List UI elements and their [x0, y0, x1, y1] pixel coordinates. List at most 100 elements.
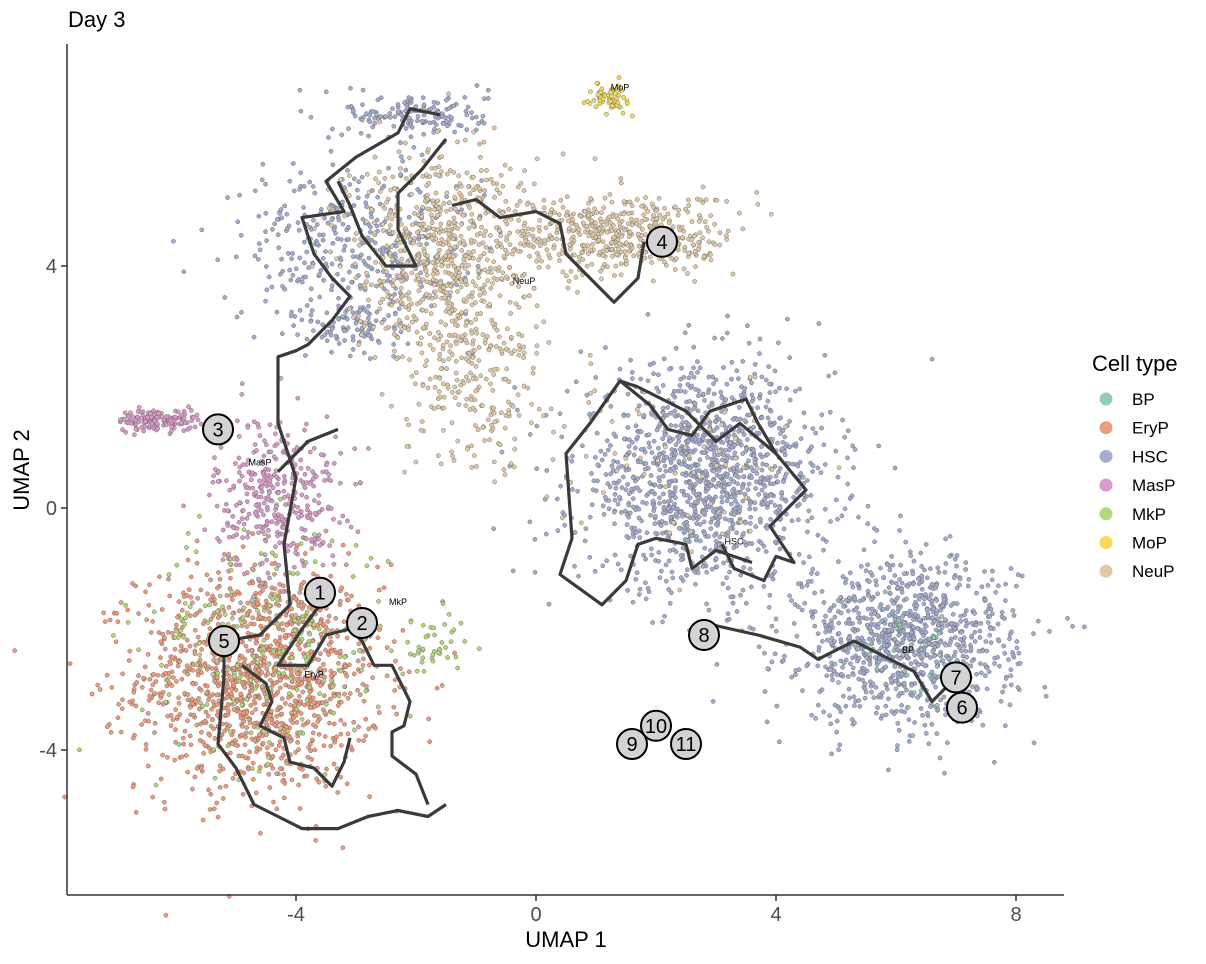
- cell-point: [122, 410, 128, 416]
- cell-point: [226, 667, 231, 672]
- cell-point: [673, 442, 679, 448]
- cell-point: [264, 666, 270, 672]
- cell-point: [339, 132, 345, 138]
- cell-point: [860, 678, 866, 683]
- cell-point: [259, 580, 265, 586]
- cell-point: [883, 681, 889, 687]
- cell-point: [698, 538, 703, 544]
- cell-point: [708, 446, 713, 452]
- cell-point: [291, 188, 297, 194]
- cell-point: [125, 607, 130, 613]
- cell-point: [143, 419, 148, 424]
- cell-point: [821, 619, 827, 624]
- cell-point: [765, 451, 770, 457]
- cell-point: [260, 161, 266, 167]
- cell-point: [713, 445, 719, 451]
- cell-point: [336, 295, 341, 301]
- cell-point: [340, 542, 346, 548]
- cell-point: [445, 123, 450, 129]
- cell-point: [711, 468, 717, 474]
- cell-point: [861, 666, 867, 672]
- cell-point: [250, 777, 256, 782]
- cell-point: [230, 741, 235, 747]
- cell-point: [957, 576, 963, 582]
- cell-point: [230, 611, 235, 616]
- cell-point: [615, 459, 621, 465]
- cell-point: [228, 593, 234, 598]
- cell-point: [261, 477, 267, 483]
- cell-point: [662, 463, 668, 469]
- cell-point: [778, 431, 783, 436]
- cell-point: [318, 620, 323, 626]
- cell-point: [923, 542, 929, 547]
- cell-point: [322, 710, 328, 716]
- cell-point: [717, 474, 723, 480]
- cell-point: [789, 674, 795, 680]
- cell-point: [321, 693, 327, 699]
- cell-point: [805, 529, 810, 535]
- cell-point: [862, 681, 868, 687]
- cell-point: [419, 659, 425, 665]
- cell-point: [152, 691, 158, 696]
- cell-point: [712, 452, 717, 458]
- cell-point: [682, 458, 687, 464]
- cell-point: [800, 688, 805, 694]
- cell-point: [942, 570, 948, 575]
- cell-point: [823, 462, 828, 467]
- cell-point: [527, 432, 533, 437]
- cell-point: [222, 295, 228, 300]
- cell-point: [245, 680, 251, 686]
- cell-point: [407, 713, 413, 719]
- cell-point: [212, 775, 218, 781]
- cell-point: [612, 521, 617, 527]
- cell-point: [760, 461, 766, 467]
- cell-point: [403, 167, 409, 173]
- cell-point: [306, 684, 312, 690]
- cell-point: [293, 612, 299, 618]
- cell-point: [375, 268, 381, 274]
- cell-point: [256, 732, 262, 738]
- cell-point: [249, 688, 255, 694]
- cell-point: [339, 585, 345, 591]
- cell-point: [200, 739, 206, 745]
- cell-point: [765, 475, 770, 481]
- cell-point: [363, 733, 368, 739]
- cell-point: [168, 723, 174, 728]
- cell-point: [241, 521, 247, 527]
- cell-point: [892, 573, 898, 578]
- cell-point: [431, 625, 437, 631]
- cell-point: [739, 442, 744, 448]
- cell-point: [961, 640, 966, 646]
- cell-point: [133, 810, 139, 815]
- cell-point: [710, 699, 716, 704]
- cell-point: [289, 710, 294, 716]
- cell-point: [414, 668, 420, 674]
- cell-point: [400, 158, 406, 164]
- cell-point: [660, 619, 665, 625]
- cell-point: [178, 643, 184, 649]
- cell-point: [261, 512, 266, 518]
- cell-point: [672, 413, 678, 419]
- cell-point: [311, 217, 316, 223]
- cell-point: [789, 598, 794, 603]
- cell-point: [356, 738, 362, 743]
- cell-point: [643, 596, 649, 602]
- cell-point: [835, 516, 840, 522]
- cell-point: [244, 612, 250, 617]
- cell-point: [451, 627, 457, 633]
- cell-point: [191, 414, 196, 420]
- cell-point: [983, 673, 988, 679]
- cell-point: [211, 473, 216, 479]
- cell-point: [896, 633, 902, 638]
- cell-point: [188, 408, 194, 413]
- cell-point: [611, 467, 616, 473]
- cell-point: [399, 112, 405, 118]
- cell-point: [216, 469, 221, 474]
- cell-point: [558, 483, 563, 489]
- cell-point: [328, 743, 334, 749]
- cell-point: [633, 423, 639, 429]
- cell-point: [323, 89, 329, 95]
- cell-point: [780, 439, 786, 445]
- cell-point: [637, 586, 643, 592]
- cell-point: [246, 766, 251, 772]
